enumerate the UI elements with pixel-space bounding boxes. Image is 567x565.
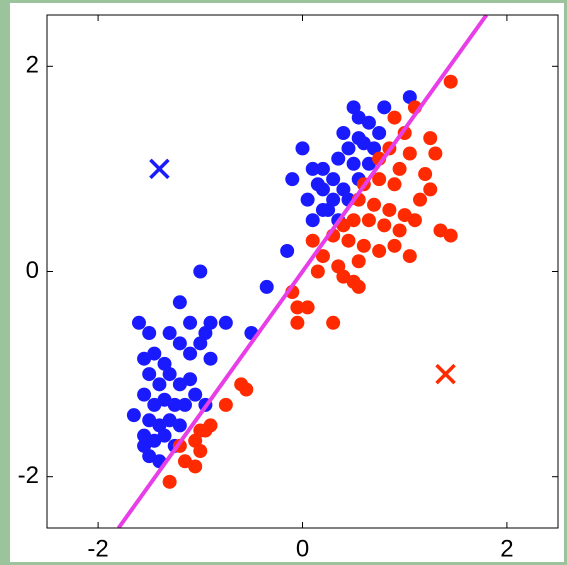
point <box>315 249 330 264</box>
point <box>382 202 397 217</box>
point <box>361 115 376 130</box>
plot-frame <box>46 14 559 529</box>
point <box>372 172 387 187</box>
point <box>402 146 417 161</box>
point <box>356 238 371 253</box>
y-tick-label: 2 <box>26 52 39 79</box>
point <box>218 397 233 412</box>
point <box>310 177 325 192</box>
point <box>193 264 208 279</box>
point <box>218 315 233 330</box>
point <box>392 161 407 176</box>
point <box>198 423 213 438</box>
point <box>305 213 320 228</box>
point <box>326 315 341 330</box>
point <box>290 315 305 330</box>
point <box>387 177 402 192</box>
point <box>367 197 382 212</box>
x-tick-label: -2 <box>87 535 108 562</box>
point <box>172 418 187 433</box>
point <box>188 459 203 474</box>
point <box>162 367 177 382</box>
x-tick-label: 2 <box>500 535 513 562</box>
point <box>183 372 198 387</box>
point <box>443 228 458 243</box>
point <box>177 397 192 412</box>
point <box>315 202 330 217</box>
point <box>315 161 330 176</box>
point <box>126 408 141 423</box>
point <box>137 438 152 453</box>
point <box>423 182 438 197</box>
point <box>188 387 203 402</box>
point <box>300 192 315 207</box>
point <box>372 243 387 258</box>
point <box>162 474 177 489</box>
y-tick-label: -2 <box>18 462 39 489</box>
point <box>336 125 351 140</box>
point <box>290 300 305 315</box>
point <box>310 264 325 279</box>
point <box>137 351 152 366</box>
point <box>341 141 356 156</box>
point <box>372 125 387 140</box>
cross-marker <box>435 363 456 385</box>
point <box>142 367 157 382</box>
point <box>418 167 433 182</box>
point <box>157 428 172 443</box>
point <box>351 254 366 269</box>
point <box>305 161 320 176</box>
point <box>331 151 346 166</box>
point <box>172 295 187 310</box>
point <box>326 172 341 187</box>
point <box>423 131 438 146</box>
point <box>285 172 300 187</box>
point <box>377 218 392 233</box>
point <box>392 223 407 238</box>
point <box>295 141 310 156</box>
background <box>10 3 564 562</box>
fit-line <box>116 15 489 528</box>
point <box>402 249 417 264</box>
x-tick-label: 0 <box>296 535 309 562</box>
point <box>341 233 356 248</box>
point <box>300 300 315 315</box>
point <box>131 315 146 330</box>
y-tick-label: 0 <box>26 257 39 284</box>
point <box>443 74 458 89</box>
point <box>387 238 402 253</box>
point <box>351 279 366 294</box>
cross-marker <box>149 158 170 180</box>
point <box>203 351 218 366</box>
point <box>172 336 187 351</box>
point <box>346 156 361 171</box>
point <box>377 100 392 115</box>
point <box>280 243 295 258</box>
point <box>142 326 157 341</box>
point <box>387 110 402 125</box>
point <box>259 279 274 294</box>
point <box>167 397 182 412</box>
point <box>183 315 198 330</box>
point <box>162 326 177 341</box>
point <box>305 233 320 248</box>
point <box>239 382 254 397</box>
point <box>361 213 376 228</box>
point <box>137 387 152 402</box>
point <box>183 346 198 361</box>
point <box>193 336 208 351</box>
point <box>152 377 167 392</box>
point <box>193 444 208 459</box>
point <box>428 146 443 161</box>
point <box>407 213 422 228</box>
point <box>413 192 428 207</box>
point <box>326 192 341 207</box>
